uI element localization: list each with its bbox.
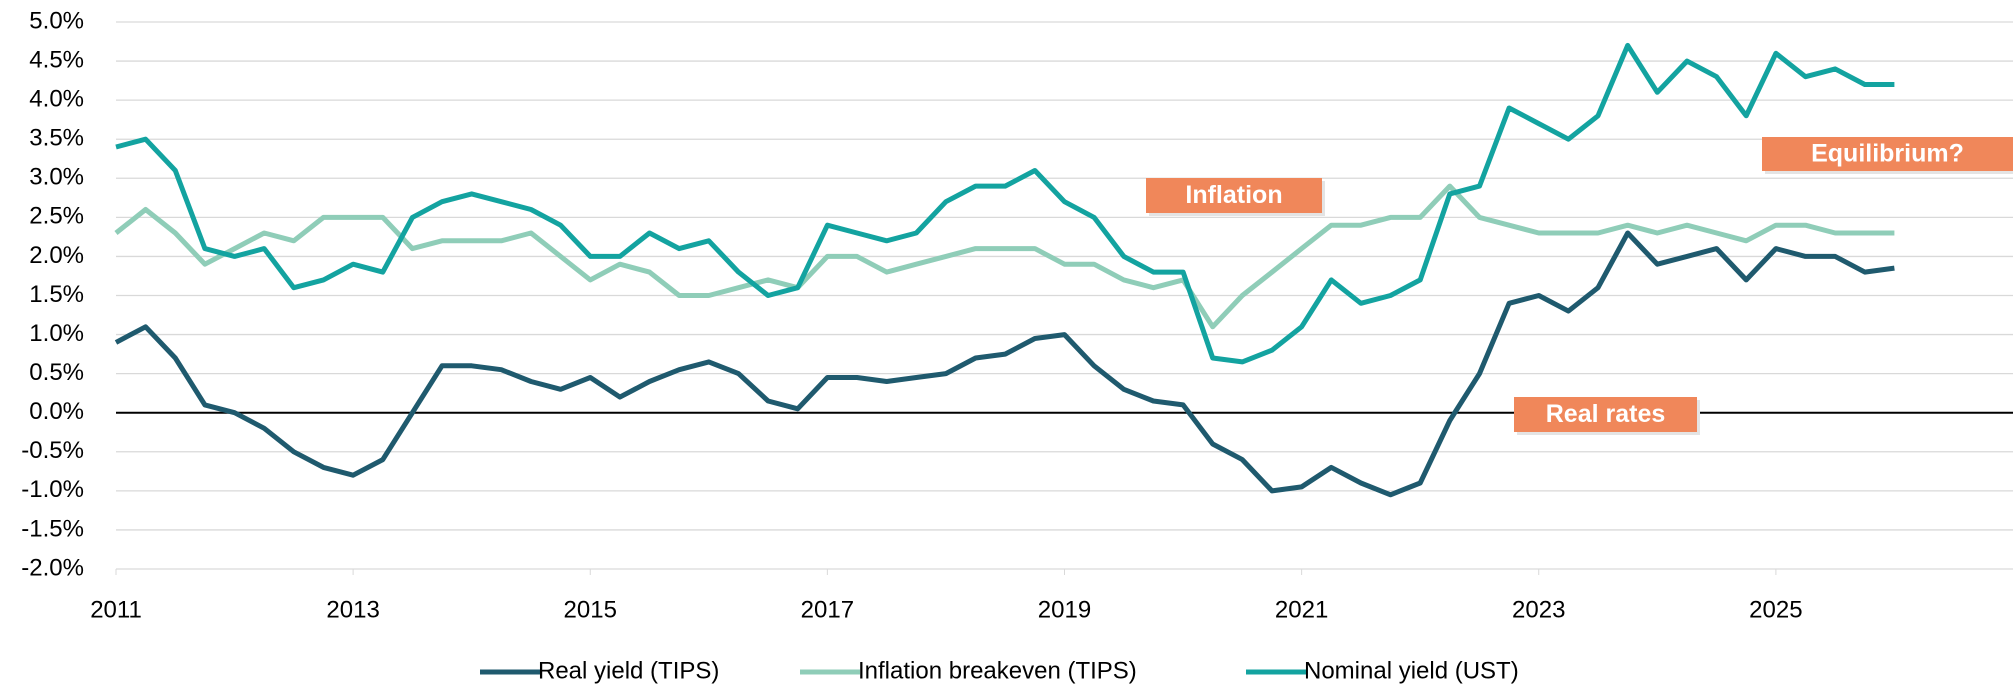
- annotation-box: [1762, 137, 2013, 171]
- legend-item: Inflation breakeven (TIPS): [800, 657, 1137, 684]
- annotation: Equilibrium?: [1811, 140, 1964, 168]
- y-tick-label: -0.5%: [21, 437, 84, 464]
- annotation: Inflation: [1185, 181, 1282, 209]
- y-tick-label: 5.0%: [29, 7, 84, 34]
- x-tick-label: 2015: [564, 596, 617, 623]
- series-line: [114, 230, 1895, 498]
- y-tick-label: 0.5%: [29, 359, 84, 386]
- y-tick-label: 1.0%: [29, 320, 84, 347]
- x-tick-label: 2011: [90, 596, 142, 623]
- y-tick-label: 4.5%: [29, 46, 84, 73]
- annotation-box: [1514, 397, 1697, 432]
- x-tick-label: 2019: [1038, 596, 1091, 623]
- annotation-box: [1146, 178, 1322, 213]
- y-tick-label: 2.0%: [29, 242, 84, 269]
- y-tick-label: 3.0%: [29, 164, 84, 191]
- y-tick-label: -1.5%: [21, 515, 84, 542]
- legend-item: Real yield (TIPS): [480, 657, 719, 684]
- y-tick-label: 4.0%: [29, 85, 84, 112]
- legend-label: Inflation breakeven (TIPS): [858, 657, 1137, 684]
- series-line: [115, 42, 1895, 365]
- y-tick-label: 1.5%: [29, 281, 84, 308]
- series-line: [114, 183, 1895, 330]
- legend-item: Nominal yield (UST): [1246, 657, 1519, 684]
- y-tick-label: 3.5%: [29, 125, 84, 152]
- y-tick-label: -1.0%: [21, 476, 84, 503]
- y-tick-label: -2.0%: [21, 554, 84, 581]
- x-tick-label: 2025: [1749, 596, 1802, 623]
- x-tick-label: 2021: [1275, 596, 1328, 623]
- y-tick-label: 0.0%: [29, 398, 84, 425]
- x-tick-label: 2013: [326, 596, 379, 623]
- x-tick-label: 2017: [801, 596, 854, 623]
- legend-label: Nominal yield (UST): [1304, 657, 1519, 684]
- legend-label: Real yield (TIPS): [538, 657, 719, 684]
- x-tick-label: 2023: [1512, 596, 1565, 623]
- y-tick-label: 2.5%: [29, 203, 84, 230]
- annotation: Real rates: [1546, 400, 1666, 428]
